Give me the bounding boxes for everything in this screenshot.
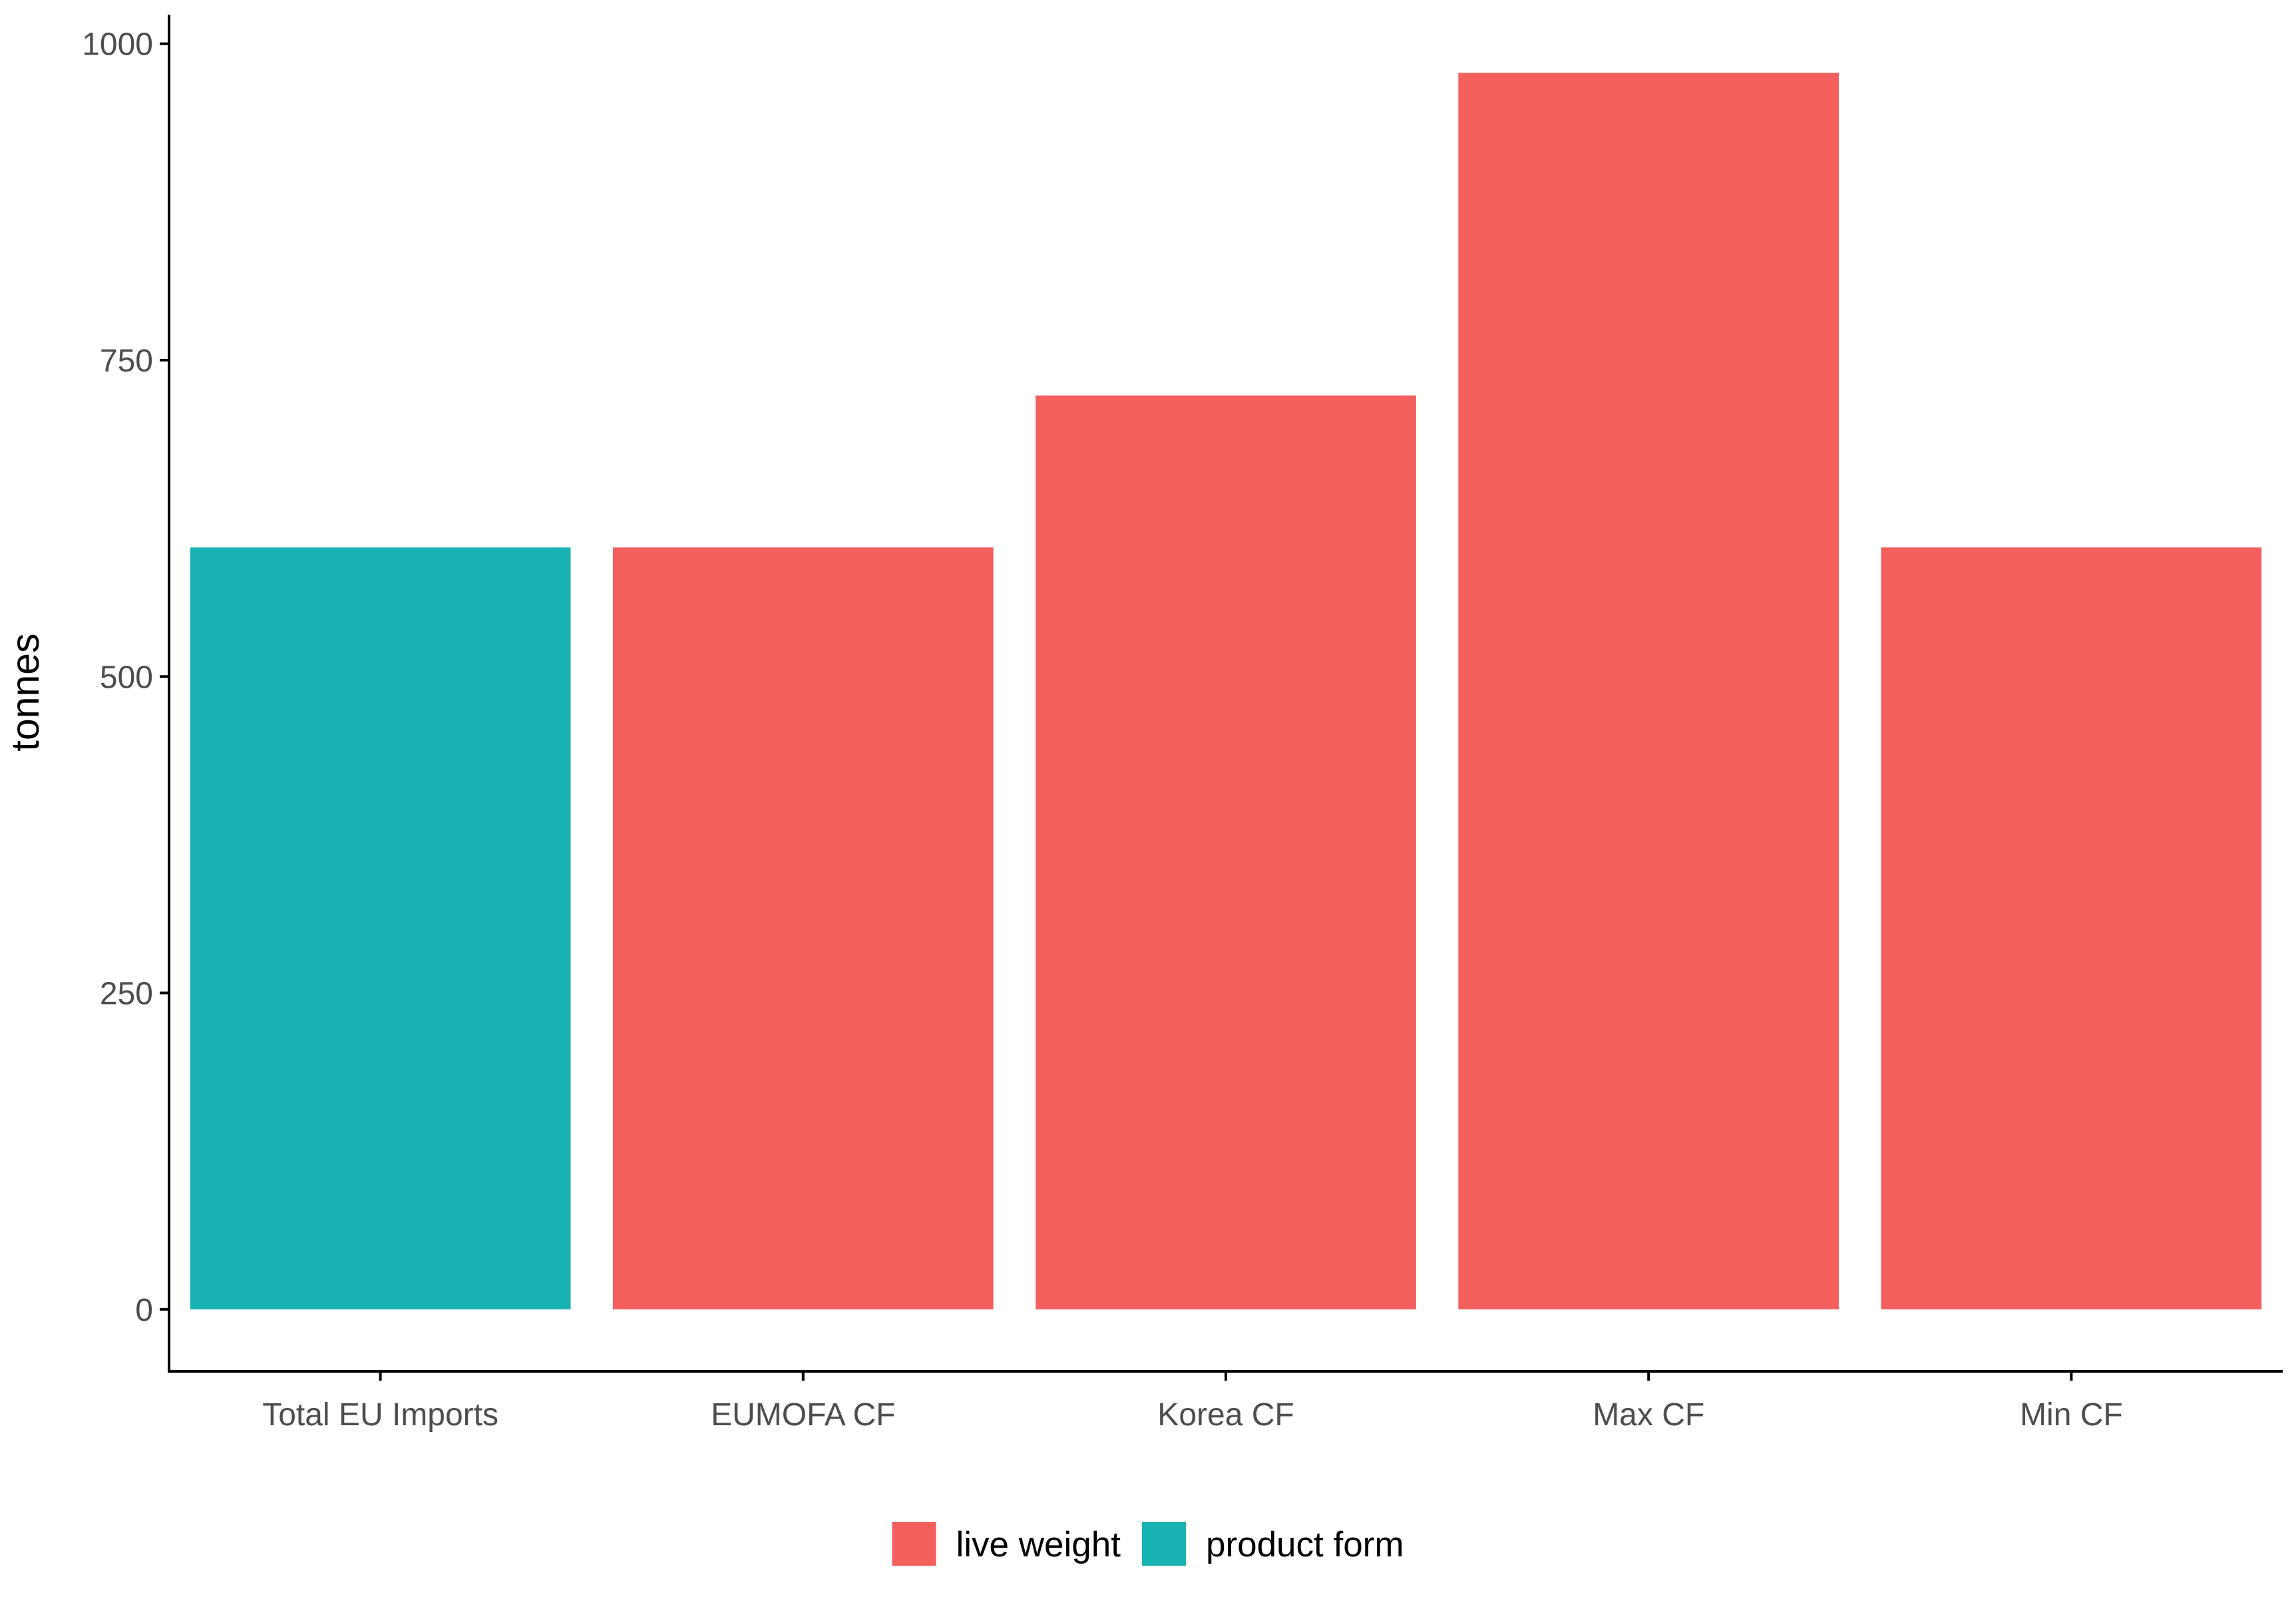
bars-layer	[190, 73, 2262, 1309]
legend-label: product form	[1206, 1525, 1404, 1564]
y-tick-label: 750	[100, 343, 153, 379]
y-axis: 0 250 500 750 1000	[82, 15, 170, 1373]
y-tick-label: 1000	[82, 27, 153, 63]
x-axis: Total EU Imports EUMOFA CF Korea CF Max CF M…	[168, 1370, 2283, 1433]
legend-swatch	[892, 1522, 936, 1566]
bar	[1458, 73, 1839, 1309]
x-ticks: Total EU Imports EUMOFA CF Korea CF Max CF M…	[262, 1371, 2123, 1433]
bar	[190, 547, 571, 1309]
y-tick-label: 500	[100, 660, 153, 695]
bar	[612, 547, 994, 1309]
x-tick-label: Max CF	[1593, 1397, 1704, 1433]
x-tick-label: EUMOFA CF	[711, 1397, 895, 1433]
bar	[1881, 547, 2262, 1309]
y-ticks: 0 250 500 750 1000	[82, 27, 169, 1328]
legend-swatch	[1141, 1522, 1186, 1566]
x-tick-label: Min CF	[2020, 1397, 2123, 1433]
x-tick-label: Korea CF	[1157, 1397, 1294, 1433]
x-tick-label: Total EU Imports	[262, 1397, 498, 1433]
bar	[1036, 395, 1416, 1309]
legend: live weight product form	[892, 1522, 1404, 1566]
y-tick-label: 0	[135, 1293, 153, 1328]
y-axis-title: tonnes	[3, 633, 47, 751]
legend-label: live weight	[956, 1525, 1121, 1564]
y-tick-label: 250	[100, 977, 153, 1012]
